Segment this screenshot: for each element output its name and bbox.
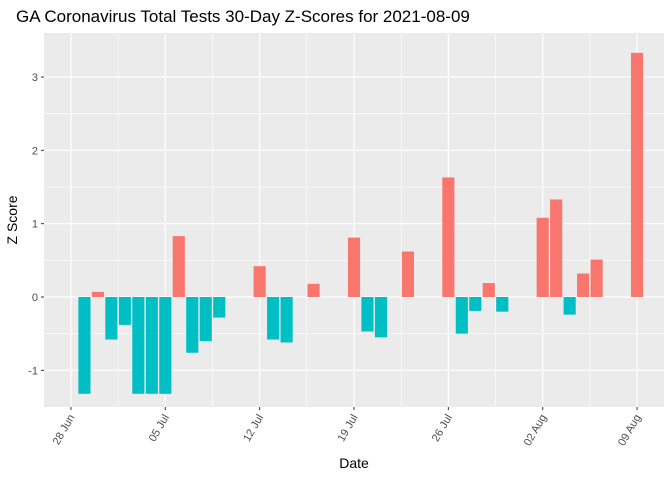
bar (280, 297, 293, 343)
x-axis: 28 Jun 05 Jul 12 Jul 19 Jul 26 Jul 02 Aug 09 A… (51, 407, 644, 448)
bar (132, 297, 145, 394)
bar (563, 297, 576, 315)
bar (482, 283, 495, 297)
bar (118, 297, 131, 325)
bar (347, 237, 361, 297)
x-tick-label: 09 Aug (616, 413, 644, 449)
bars (78, 52, 644, 394)
bar (91, 291, 104, 297)
x-tick-label: 05 Jul (147, 413, 172, 444)
bar (442, 177, 455, 297)
x-tick-label: 19 Jul (336, 413, 361, 444)
bar (401, 251, 414, 297)
y-tick-label: 2 (32, 145, 38, 157)
bar (78, 297, 91, 394)
y-tick-label: 1 (32, 219, 38, 231)
bar (630, 52, 644, 297)
y-tick-label: 0 (32, 292, 38, 304)
chart-title: GA Coronavirus Total Tests 30-Day Z-Scor… (16, 7, 470, 26)
bar (307, 283, 320, 297)
y-tick-label: 3 (32, 72, 38, 84)
bar (145, 297, 158, 394)
bar (213, 297, 226, 318)
x-axis-title: Date (339, 455, 369, 471)
bar (267, 297, 280, 340)
bar (199, 297, 212, 341)
bar (374, 297, 388, 338)
bar (361, 297, 374, 332)
y-tick-label: -1 (28, 365, 38, 377)
bar (550, 199, 563, 297)
x-tick-label: 26 Jul (430, 413, 455, 444)
bar (253, 266, 266, 297)
x-tick-label: 02 Aug (522, 413, 550, 449)
bar (455, 297, 468, 334)
bar (469, 297, 482, 311)
bar (496, 297, 509, 312)
bar (105, 297, 118, 340)
bar (186, 297, 199, 353)
y-axis-title: Z Score (4, 195, 20, 244)
x-tick-label: 12 Jul (241, 413, 266, 444)
x-tick-label: 28 Jun (51, 413, 78, 448)
bar (159, 297, 172, 394)
bar (172, 236, 185, 297)
bar (536, 217, 549, 297)
y-axis: -1 0 1 2 3 (28, 72, 44, 377)
bar (577, 273, 590, 297)
bar (590, 259, 603, 297)
